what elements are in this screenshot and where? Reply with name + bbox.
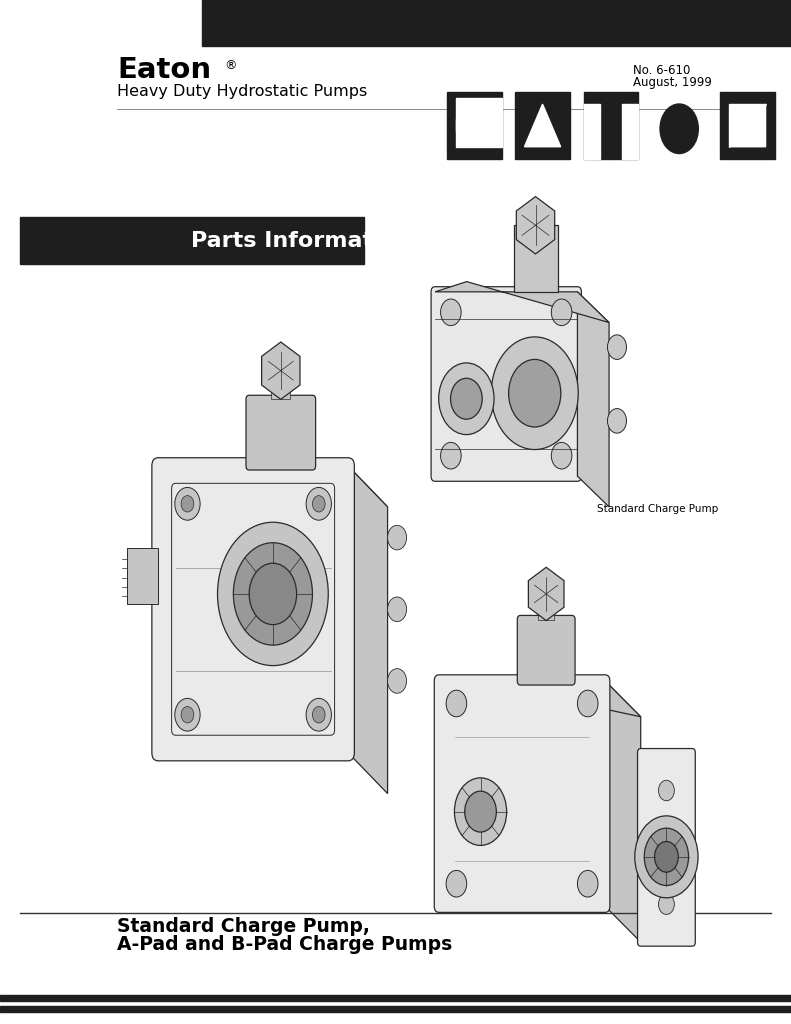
Bar	[584, 92, 638, 159]
Polygon shape	[348, 466, 388, 794]
Text: Standard Charge Pump,: Standard Charge Pump,	[117, 916, 370, 936]
FancyBboxPatch shape	[431, 287, 581, 481]
Bar	[456, 120, 501, 146]
Polygon shape	[605, 681, 641, 942]
Circle shape	[388, 669, 407, 693]
Circle shape	[660, 104, 698, 154]
Text: No. 6-610: No. 6-610	[633, 63, 691, 77]
Text: Standard Charge Pump: Standard Charge Pump	[597, 504, 718, 514]
Polygon shape	[262, 342, 300, 399]
Circle shape	[607, 335, 626, 359]
Bar	[456, 98, 501, 120]
Circle shape	[491, 337, 578, 450]
Text: August, 1999: August, 1999	[633, 76, 712, 89]
Bar	[20, 217, 364, 264]
Circle shape	[306, 698, 331, 731]
Polygon shape	[158, 466, 388, 507]
Circle shape	[312, 707, 325, 723]
Circle shape	[509, 359, 561, 427]
Circle shape	[446, 870, 467, 897]
Polygon shape	[524, 104, 561, 146]
Circle shape	[454, 778, 507, 846]
Circle shape	[551, 299, 572, 326]
Text: Eaton: Eaton	[117, 56, 211, 84]
Circle shape	[249, 563, 297, 625]
Circle shape	[577, 870, 598, 897]
Circle shape	[634, 816, 698, 898]
FancyBboxPatch shape	[152, 458, 354, 761]
Circle shape	[181, 496, 194, 512]
Bar	[584, 104, 600, 159]
Circle shape	[654, 842, 678, 872]
Circle shape	[446, 690, 467, 717]
Circle shape	[181, 707, 194, 723]
FancyBboxPatch shape	[172, 483, 335, 735]
Bar	[524, 126, 561, 135]
Bar	[622, 104, 638, 159]
Polygon shape	[577, 292, 609, 507]
Bar	[720, 92, 775, 159]
Bar	[271, 371, 290, 399]
Polygon shape	[435, 282, 609, 323]
Bar	[514, 225, 558, 292]
Polygon shape	[528, 567, 564, 621]
Circle shape	[644, 828, 688, 886]
Polygon shape	[439, 681, 641, 717]
Bar	[456, 120, 470, 131]
Text: A-Pad and B-Pad Charge Pumps: A-Pad and B-Pad Charge Pumps	[117, 935, 452, 954]
Circle shape	[658, 894, 674, 914]
Circle shape	[441, 442, 461, 469]
Circle shape	[465, 792, 497, 833]
Bar	[127, 548, 158, 604]
Circle shape	[175, 487, 200, 520]
Polygon shape	[729, 104, 766, 146]
Circle shape	[306, 487, 331, 520]
Circle shape	[233, 543, 312, 645]
FancyBboxPatch shape	[434, 675, 610, 912]
Text: Heavy Duty Hydrostatic Pumps: Heavy Duty Hydrostatic Pumps	[117, 84, 367, 99]
Circle shape	[439, 362, 494, 434]
Circle shape	[312, 496, 325, 512]
Text: ®: ®	[225, 58, 237, 72]
Text: A-Pad Charge Pump: A-Pad Charge Pump	[490, 903, 593, 913]
Circle shape	[175, 698, 200, 731]
Circle shape	[607, 409, 626, 433]
FancyBboxPatch shape	[517, 615, 575, 685]
Polygon shape	[729, 104, 766, 146]
Bar	[515, 92, 570, 159]
FancyBboxPatch shape	[638, 749, 695, 946]
Bar	[0, 995, 791, 1001]
Bar	[538, 594, 554, 620]
Circle shape	[577, 690, 598, 717]
FancyBboxPatch shape	[246, 395, 316, 470]
Circle shape	[388, 597, 407, 622]
Circle shape	[388, 525, 407, 550]
Circle shape	[551, 442, 572, 469]
Bar	[0, 1006, 791, 1012]
Text: B-Pad Charge Pump: B-Pad Charge Pump	[154, 735, 258, 745]
Bar	[447, 92, 501, 159]
Circle shape	[218, 522, 328, 666]
Text: Parts Information: Parts Information	[191, 230, 412, 251]
Circle shape	[658, 780, 674, 801]
Circle shape	[451, 378, 483, 419]
Polygon shape	[517, 197, 554, 254]
Bar	[202, 0, 791, 46]
Circle shape	[441, 299, 461, 326]
